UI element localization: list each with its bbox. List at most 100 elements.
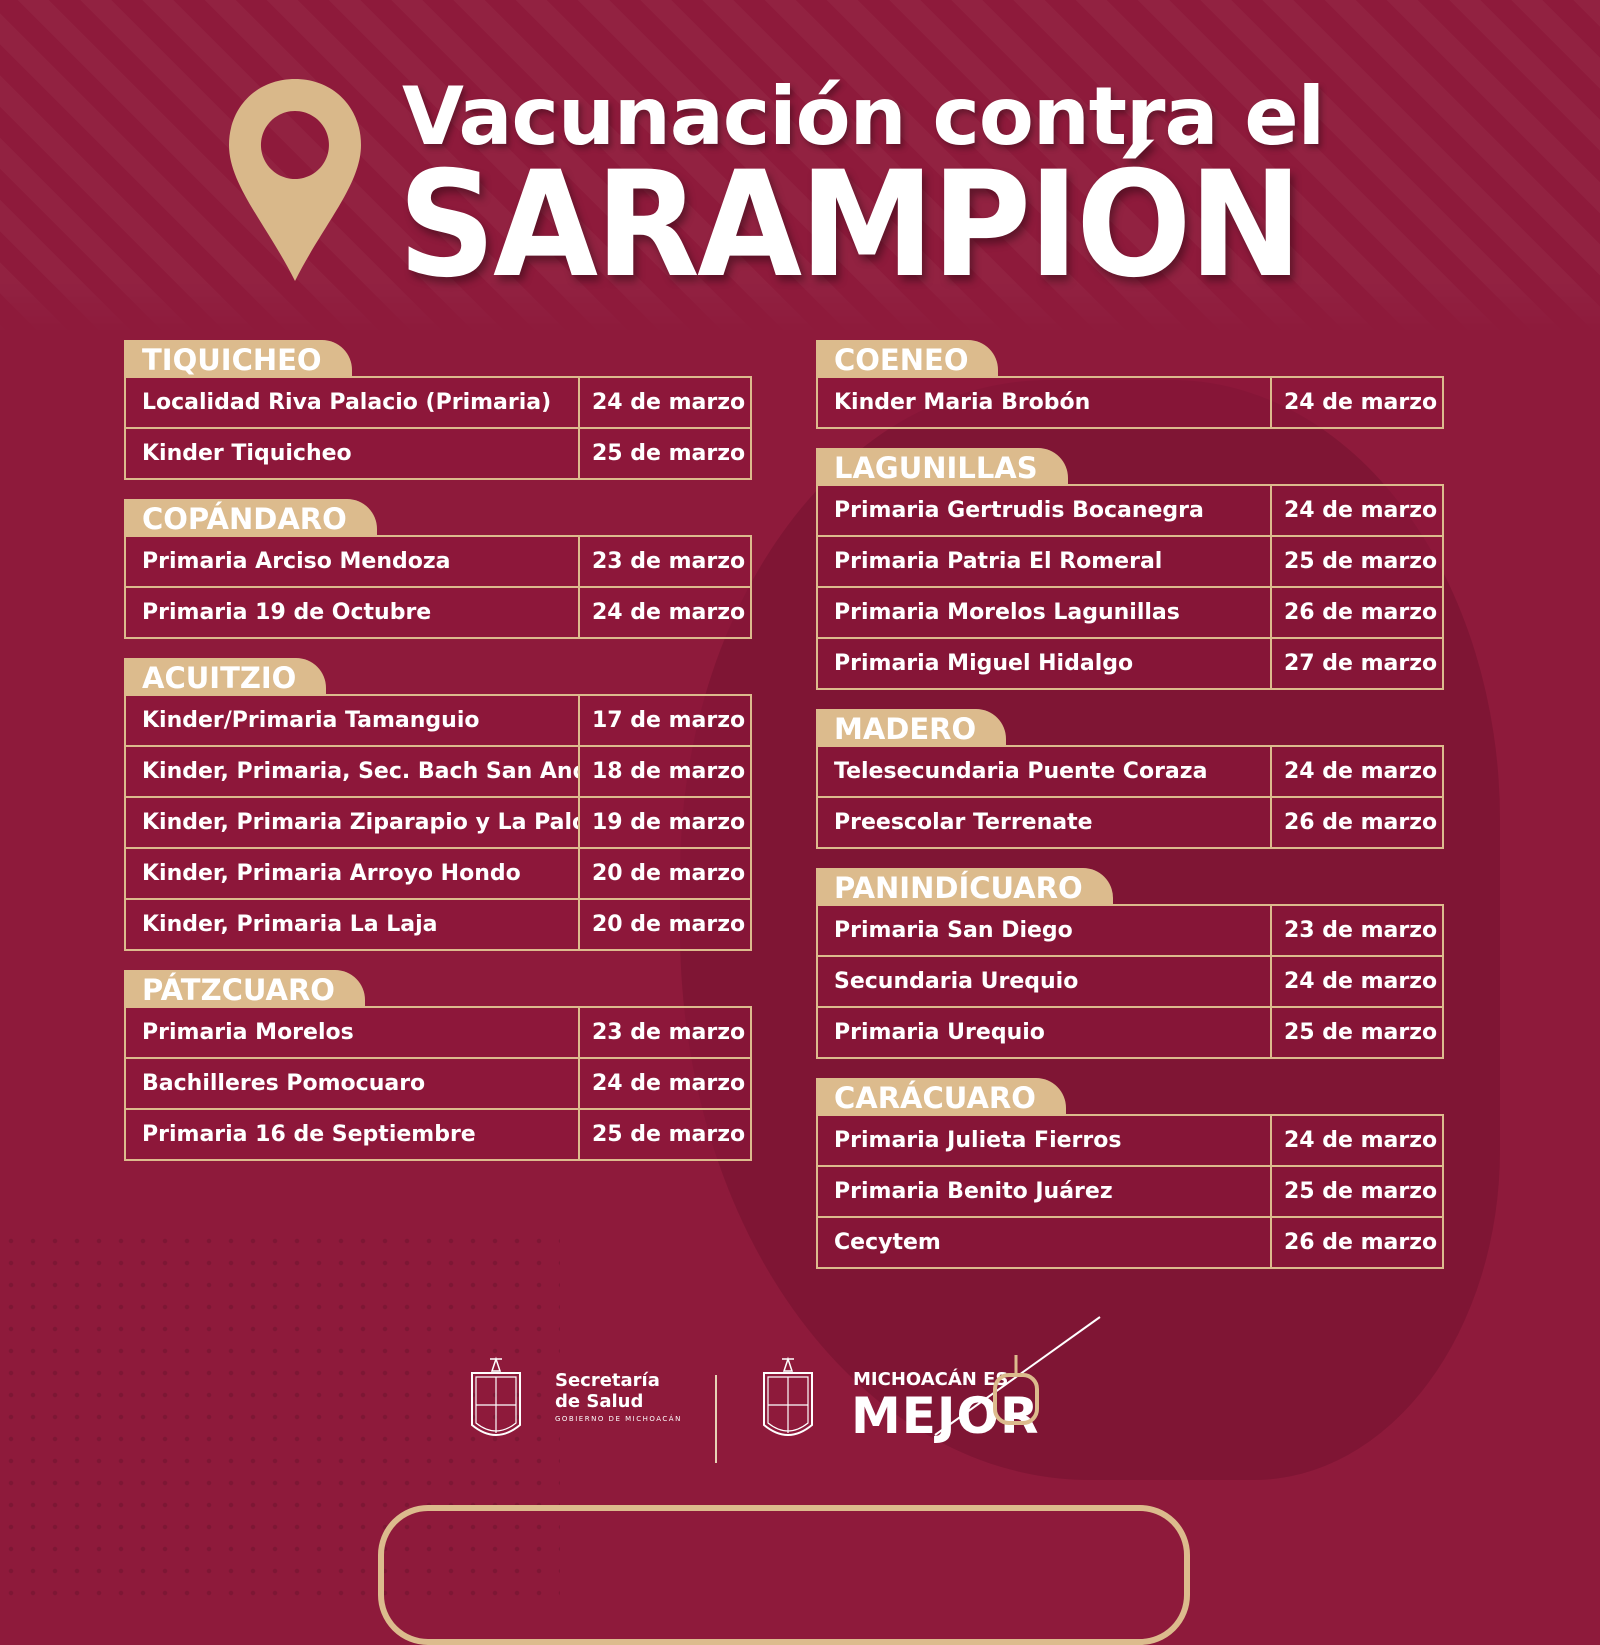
municipality-section: PÁTZCUARO Primaria Morelos 23 de marzo Bach… [124,970,752,1161]
date-cell: 23 de marzo [578,1006,752,1059]
date-cell: 17 de marzo [578,694,752,747]
place-cell: Primaria Urequio [816,1006,1272,1059]
date-cell: 23 de marzo [1270,904,1444,957]
schedule-table: Kinder/Primaria Tamanguio 17 de marzo Kind… [124,694,752,951]
date-cell: 23 de marzo [578,535,752,588]
table-row: Kinder Maria Brobón 24 de marzo [816,376,1444,429]
date-cell: 24 de marzo [1270,484,1444,537]
date-cell: 25 de marzo [578,427,752,480]
schedule-table: Localidad Riva Palacio (Primaria) 24 de m… [124,376,752,480]
place-cell: Kinder, Primaria Arroyo Hondo [124,847,580,900]
salud-line2: de Salud [555,1391,644,1412]
table-row: Telesecundaria Puente Coraza 24 de marzo [816,745,1444,798]
map-pin-icon [229,79,361,281]
date-cell: 26 de marzo [1270,1216,1444,1269]
bottom-frame [378,1505,1190,1645]
footer-logos: Secretaría de Salud GOBIERNO DE MICHOACÁN… [471,1316,1135,1463]
table-row: Cecytem 26 de marzo [816,1216,1444,1269]
schedule-table: Primaria San Diego 23 de marzo Secundaria … [816,904,1444,1059]
place-cell: Kinder Tiquicheo [124,427,580,480]
municipality-name: TIQUICHEO [124,340,352,377]
municipality-name: PÁTZCUARO [124,970,365,1007]
date-cell: 26 de marzo [1270,586,1444,639]
municipality-name: CARÁCUARO [816,1078,1066,1115]
table-row: Primaria 16 de Septiembre 25 de marzo [124,1108,752,1161]
municipality-section: LAGUNILLAS Primaria Gertrudis Bocanegra 24… [816,448,1444,690]
date-cell: 24 de marzo [578,376,752,429]
place-cell: Telesecundaria Puente Coraza [816,745,1272,798]
table-row: Primaria San Diego 23 de marzo [816,904,1444,957]
place-cell: Primaria Miguel Hidalgo [816,637,1272,690]
municipality-section: MADERO Telesecundaria Puente Coraza 24 de … [816,709,1444,849]
municipality-name: COENEO [816,340,999,377]
municipality-name: MADERO [816,709,1007,746]
place-cell: Preescolar Terrenate [816,796,1272,849]
table-row: Primaria Morelos 23 de marzo [124,1006,752,1059]
place-cell: Primaria Morelos Lagunillas [816,586,1272,639]
municipality-section: ACUITZIO Kinder/Primaria Tamanguio 17 de m… [124,658,752,951]
municipality-name: PANINDÍCUARO [816,868,1113,905]
date-cell: 25 de marzo [1270,1006,1444,1059]
table-row: Kinder/Primaria Tamanguio 17 de marzo [124,694,752,747]
date-cell: 19 de marzo [578,796,752,849]
place-cell: Localidad Riva Palacio (Primaria) [124,376,580,429]
table-row: Primaria Julieta Fierros 24 de marzo [816,1114,1444,1167]
coat-of-arms-icon [471,1356,521,1436]
schedule-table: Primaria Arciso Mendoza 23 de marzo Primar… [124,535,752,639]
place-cell: Primaria 16 de Septiembre [124,1108,580,1161]
table-row: Kinder, Primaria Arroyo Hondo 20 de marzo [124,847,752,900]
dot-pattern [0,1230,560,1600]
place-cell: Primaria Gertrudis Bocanegra [816,484,1272,537]
municipality-section: COPÁNDARO Primaria Arciso Mendoza 23 de ma… [124,499,752,639]
municipality-section: PANINDÍCUARO Primaria San Diego 23 de marz… [816,868,1444,1059]
brand-line1: MICHOACÁN ES [853,1369,1009,1390]
date-cell: 24 de marzo [1270,1114,1444,1167]
cable-car-icon [934,1316,1101,1436]
table-row: Primaria Benito Juárez 25 de marzo [816,1165,1444,1218]
table-row: Primaria 19 de Octubre 24 de marzo [124,586,752,639]
table-row: Localidad Riva Palacio (Primaria) 24 de m… [124,376,752,429]
table-row: Bachilleres Pomocuaro 24 de marzo [124,1057,752,1110]
table-row: Primaria Patria El Romeral 25 de marzo [816,535,1444,588]
date-cell: 26 de marzo [1270,796,1444,849]
left-column: TIQUICHEO Localidad Riva Palacio (Primari… [124,340,752,1180]
table-row: Primaria Morelos Lagunillas 26 de marzo [816,586,1444,639]
place-cell: Primaria 19 de Octubre [124,586,580,639]
place-cell: Primaria Julieta Fierros [816,1114,1272,1167]
schedule-table: Primaria Morelos 23 de marzo Bachilleres P… [124,1006,752,1161]
date-cell: 24 de marzo [578,586,752,639]
schedule-table: Primaria Julieta Fierros 24 de marzo Prima… [816,1114,1444,1269]
date-cell: 24 de marzo [1270,955,1444,1008]
salud-line1: Secretaría [555,1370,660,1391]
date-cell: 20 de marzo [578,847,752,900]
date-cell: 24 de marzo [578,1057,752,1110]
place-cell: Kinder, Primaria La Laja [124,898,580,951]
place-cell: Kinder, Primaria, Sec. Bach San Andres [124,745,580,798]
place-cell: Bachilleres Pomocuaro [124,1057,580,1110]
table-row: Primaria Miguel Hidalgo 27 de marzo [816,637,1444,690]
secretaria-salud-name: Secretaría de Salud [555,1370,660,1412]
table-row: Secundaria Urequio 24 de marzo [816,955,1444,1008]
municipality-section: COENEO Kinder Maria Brobón 24 de marzo [816,340,1444,429]
table-row: Kinder Tiquicheo 25 de marzo [124,427,752,480]
municipality-section: CARÁCUARO Primaria Julieta Fierros 24 de m… [816,1078,1444,1269]
place-cell: Primaria Patria El Romeral [816,535,1272,588]
date-cell: 24 de marzo [1270,745,1444,798]
date-cell: 25 de marzo [1270,1165,1444,1218]
place-cell: Primaria Arciso Mendoza [124,535,580,588]
divider [715,1375,717,1463]
date-cell: 24 de marzo [1270,376,1444,429]
date-cell: 27 de marzo [1270,637,1444,690]
schedule-table: Telesecundaria Puente Coraza 24 de marzo P… [816,745,1444,849]
municipality-name: ACUITZIO [124,658,327,695]
place-cell: Primaria Morelos [124,1006,580,1059]
municipality-name: COPÁNDARO [124,499,377,536]
table-row: Kinder, Primaria, Sec. Bach San Andres 18… [124,745,752,798]
date-cell: 18 de marzo [578,745,752,798]
place-cell: Kinder Maria Brobón [816,376,1272,429]
place-cell: Cecytem [816,1216,1272,1269]
date-cell: 25 de marzo [578,1108,752,1161]
brand-line2: MEJOR [851,1387,1040,1445]
schedule-table: Kinder Maria Brobón 24 de marzo [816,376,1444,429]
municipality-name: LAGUNILLAS [816,448,1068,485]
